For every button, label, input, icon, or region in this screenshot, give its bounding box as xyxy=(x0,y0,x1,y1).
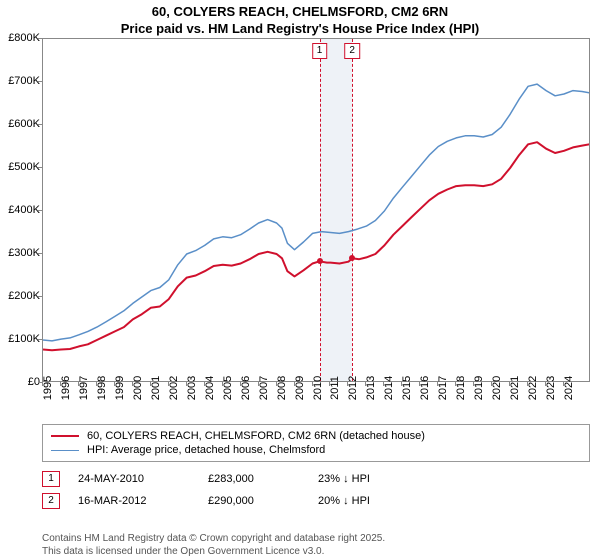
footer-line-1: Contains HM Land Registry data © Crown c… xyxy=(42,533,385,546)
legend-row-price-paid: 60, COLYERS REACH, CHELMSFORD, CM2 6RN (… xyxy=(51,429,581,443)
y-tick-label: £800K xyxy=(2,32,40,44)
legend-box: 60, COLYERS REACH, CHELMSFORD, CM2 6RN (… xyxy=(42,424,590,462)
sale-marker: 1 xyxy=(42,471,60,487)
sale-delta: 20% ↓ HPI xyxy=(318,495,590,507)
sale-price: £290,000 xyxy=(208,495,318,507)
sale-row: 2 16-MAR-2012£290,00020% ↓ HPI xyxy=(42,490,590,512)
sale-date: 16-MAR-2012 xyxy=(78,495,208,507)
footer-line-2: This data is licensed under the Open Gov… xyxy=(42,546,385,559)
chart-area: £0£100K£200K£300K£400K£500K£600K£700K£80… xyxy=(0,38,600,422)
sales-table: 1 24-MAY-2010£283,00023% ↓ HPI 2 16-MAR-201… xyxy=(42,468,590,512)
footer-attribution: Contains HM Land Registry data © Crown c… xyxy=(42,533,385,558)
sale-date: 24-MAY-2010 xyxy=(78,473,208,485)
y-tick-label: £500K xyxy=(2,161,40,173)
legend-swatch-price-paid xyxy=(51,435,79,437)
plot-content: 12 xyxy=(43,39,589,381)
plot-area: 12 xyxy=(42,38,590,382)
legend-panel: 60, COLYERS REACH, CHELMSFORD, CM2 6RN (… xyxy=(42,424,590,512)
y-tick-label: £700K xyxy=(2,75,40,87)
y-tick-label: £300K xyxy=(2,247,40,259)
legend-label-hpi: HPI: Average price, detached house, Chel… xyxy=(87,444,325,456)
series-price_paid xyxy=(43,142,589,350)
series-svg xyxy=(43,39,589,381)
sale-row: 1 24-MAY-2010£283,00023% ↓ HPI xyxy=(42,468,590,490)
title-line-2: Price paid vs. HM Land Registry's House … xyxy=(0,21,600,38)
y-tick-label: £400K xyxy=(2,204,40,216)
series-hpi xyxy=(43,84,589,341)
y-tick-label: £600K xyxy=(2,118,40,130)
title-line-1: 60, COLYERS REACH, CHELMSFORD, CM2 6RN xyxy=(0,4,600,21)
sale-point xyxy=(317,258,323,264)
chart-title-block: 60, COLYERS REACH, CHELMSFORD, CM2 6RN P… xyxy=(0,0,600,38)
y-tick-label: £200K xyxy=(2,290,40,302)
legend-swatch-hpi xyxy=(51,450,79,451)
sale-marker: 2 xyxy=(42,493,60,509)
y-tick-label: £100K xyxy=(2,333,40,345)
legend-label-price-paid: 60, COLYERS REACH, CHELMSFORD, CM2 6RN (… xyxy=(87,430,425,442)
sale-delta: 23% ↓ HPI xyxy=(318,473,590,485)
y-tick-label: £0 xyxy=(2,376,40,388)
legend-row-hpi: HPI: Average price, detached house, Chel… xyxy=(51,443,581,457)
sale-price: £283,000 xyxy=(208,473,318,485)
